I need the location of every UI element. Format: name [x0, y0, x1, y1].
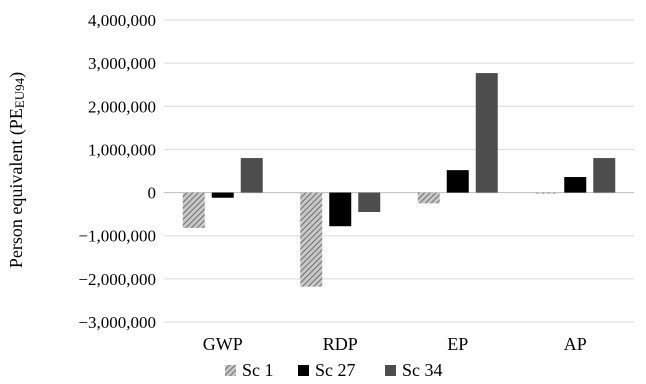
y-axis-label: Person equivalent (PEEU94)	[6, 72, 27, 268]
bar-gwp-sc-1	[182, 192, 205, 228]
bar-rdp-sc-27	[329, 192, 352, 227]
bar-rdp-sc-1	[300, 192, 323, 287]
y-tick-label: −3,000,000	[78, 313, 156, 332]
bar-ep-sc-1	[417, 192, 440, 204]
bar-ep-sc-34	[475, 73, 498, 193]
legend-swatch	[298, 365, 309, 376]
bars	[182, 73, 616, 287]
y-tick-label: 3,000,000	[88, 54, 156, 73]
legend: Sc 1 Sc 27 Sc 34	[225, 360, 443, 380]
gridlines	[164, 19, 634, 323]
x-axis: GWP RDP EP AP	[203, 334, 587, 354]
legend-label: Sc 1	[242, 360, 274, 380]
y-tick-label: −2,000,000	[78, 270, 156, 289]
y-axis: −3,000,000 −2,000,000 −1,000,000 0 1,000,000…	[78, 11, 156, 332]
bar-rdp-sc-34	[358, 192, 381, 212]
bar-ap-sc-1	[535, 192, 558, 194]
legend-label: Sc 27	[315, 360, 356, 380]
bar-gwp-sc-34	[240, 158, 263, 193]
y-tick-label: 4,000,000	[88, 11, 156, 30]
legend-label: Sc 34	[402, 360, 443, 380]
bar-ap-sc-27	[564, 177, 587, 193]
legend-swatch	[385, 365, 396, 376]
y-tick-label: 2,000,000	[88, 97, 156, 116]
x-tick-label: AP	[564, 334, 587, 354]
x-tick-label: GWP	[203, 334, 243, 354]
y-tick-label: −1,000,000	[78, 227, 156, 246]
bar-ap-sc-34	[593, 158, 616, 193]
x-tick-label: EP	[447, 334, 468, 354]
bar-ep-sc-27	[446, 170, 469, 193]
y-tick-label: 0	[148, 184, 157, 203]
x-tick-label: RDP	[323, 334, 358, 354]
legend-swatch	[225, 365, 236, 376]
y-tick-label: 1,000,000	[88, 140, 156, 159]
bar-gwp-sc-27	[211, 192, 234, 198]
